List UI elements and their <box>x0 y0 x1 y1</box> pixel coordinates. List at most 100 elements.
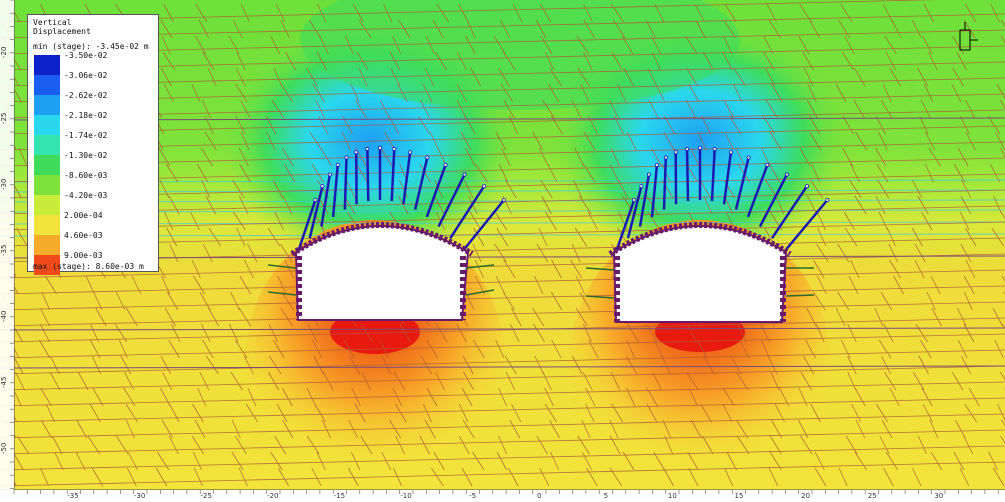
joint-line <box>195 3 208 23</box>
joint-line <box>89 339 101 359</box>
joint-line <box>912 179 923 199</box>
joint-line <box>49 371 61 391</box>
legend-swatch <box>34 115 60 135</box>
joint-line <box>579 291 591 311</box>
joint-line <box>996 83 1005 99</box>
joint-line <box>435 371 445 391</box>
joint-line <box>847 371 857 391</box>
joint-line <box>235 67 246 87</box>
legend: Vertical Displacement min (stage): -3.45… <box>27 14 159 275</box>
joint-line <box>1000 211 1005 220</box>
joint-line <box>320 147 333 167</box>
legend-label: -2.62e-02 <box>64 91 108 100</box>
joint-line <box>889 387 900 407</box>
joint-line <box>87 435 101 455</box>
bedding-line <box>0 413 1005 439</box>
joint-line <box>233 211 246 231</box>
joint-line <box>809 115 821 135</box>
joint-line <box>768 19 781 39</box>
joint-line <box>160 67 172 87</box>
bedding-line <box>0 13 1005 39</box>
bedding-line <box>0 157 1005 183</box>
joint-line <box>885 451 899 471</box>
joint-line <box>645 19 656 39</box>
joint-line <box>236 227 246 247</box>
joint-line <box>835 307 846 327</box>
bolt-head <box>698 145 703 150</box>
joint-line <box>551 259 562 279</box>
joint-line <box>542 99 555 119</box>
bedding-line <box>0 301 1005 327</box>
joint-line <box>511 403 522 423</box>
legend-swatch <box>34 135 60 155</box>
tunnel-right <box>585 145 830 323</box>
joint-line <box>583 3 593 23</box>
joint-line <box>390 67 401 87</box>
joint-line <box>915 323 928 343</box>
joint-line <box>431 467 444 487</box>
joint-line <box>168 195 180 215</box>
rock-bolt <box>461 199 505 253</box>
joint-line <box>835 83 847 103</box>
joint-line <box>124 371 135 391</box>
joint-line <box>503 99 515 119</box>
joint-line <box>381 355 392 375</box>
joint-line <box>923 3 935 23</box>
joint-line <box>159 179 170 199</box>
joint-line <box>878 131 888 151</box>
joint-line <box>609 435 621 455</box>
joint-line <box>321 419 331 439</box>
joint-line <box>579 195 592 215</box>
joint-line <box>272 179 284 199</box>
joint-line <box>844 35 855 55</box>
joint-line <box>993 195 1003 215</box>
joint-line <box>270 35 281 55</box>
joint-line <box>881 419 893 439</box>
joint-line <box>854 195 867 215</box>
joint-line <box>125 419 135 439</box>
joint-line <box>200 147 213 167</box>
joint-line <box>341 131 351 151</box>
joint-line <box>360 435 373 455</box>
joint-line <box>841 51 855 71</box>
joint-line <box>992 467 1005 487</box>
joint-line <box>694 3 705 23</box>
joint-line <box>798 35 810 55</box>
joint-line <box>956 51 967 71</box>
joint-line <box>162 51 176 71</box>
joint-line <box>574 147 584 167</box>
joint-line <box>276 403 288 423</box>
joint-line <box>197 387 207 407</box>
joint-line <box>799 147 811 167</box>
rock-bolt <box>390 148 396 202</box>
legend-max: max (stage): 8.60e-03 m <box>33 262 144 271</box>
joint-line <box>395 435 405 455</box>
rock-bolt <box>331 164 340 218</box>
joint-line <box>627 323 640 343</box>
joint-line <box>206 355 219 375</box>
joint-line <box>807 83 817 103</box>
rock-bolt <box>626 185 643 239</box>
joint-line <box>961 355 972 375</box>
joint-line <box>538 147 549 167</box>
joint-line <box>277 275 287 295</box>
layer-lines <box>0 117 1005 369</box>
joint-line <box>963 435 974 455</box>
joint-line <box>156 451 170 471</box>
joint-line <box>426 339 439 359</box>
joint-line <box>800 435 813 455</box>
joint-line <box>855 419 866 439</box>
joint-line <box>760 323 770 343</box>
wall-bolts-right <box>585 267 815 299</box>
joint-line <box>131 275 142 295</box>
joint-line <box>547 83 560 103</box>
joint-line <box>687 451 699 471</box>
joint-line <box>273 339 285 359</box>
joint-line <box>875 115 886 135</box>
joint-line <box>587 211 599 231</box>
tunnel-left <box>267 145 506 321</box>
joint-line <box>395 403 407 423</box>
joint-line <box>199 371 210 391</box>
legend-label: 4.60e-03 <box>64 231 103 240</box>
joint-line <box>763 115 775 135</box>
